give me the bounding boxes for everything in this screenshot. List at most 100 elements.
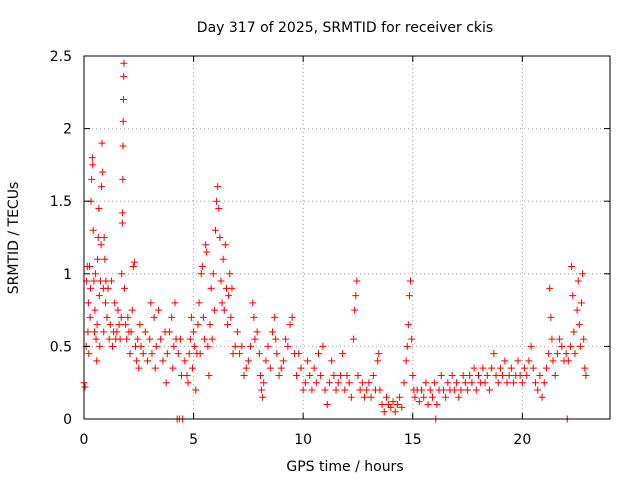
data-point: [549, 357, 557, 365]
data-point: [580, 335, 588, 343]
data-point: [389, 398, 397, 406]
data-point: [475, 371, 482, 379]
data-point: [168, 313, 176, 321]
data-point: [264, 342, 272, 350]
data-point: [336, 371, 344, 379]
data-point: [545, 350, 553, 358]
data-point: [424, 400, 432, 408]
data-point: [183, 371, 191, 379]
data-point: [308, 386, 316, 394]
data-point: [120, 72, 128, 80]
data-point: [304, 357, 312, 365]
data-point: [181, 357, 189, 365]
data-point: [299, 386, 307, 394]
data-point: [100, 234, 108, 241]
data-point: [339, 350, 347, 358]
data-point: [113, 328, 121, 336]
data-point: [347, 393, 355, 401]
data-point: [345, 379, 353, 387]
data-point: [527, 342, 535, 350]
data-point: [226, 270, 234, 278]
data-point: [404, 321, 412, 329]
data-point: [256, 371, 264, 379]
data-point: [101, 299, 109, 307]
data-point: [271, 313, 279, 321]
data-point: [494, 379, 502, 387]
data-point: [86, 313, 94, 321]
data-point: [461, 379, 469, 387]
data-point: [198, 263, 206, 271]
data-point: [375, 350, 383, 358]
data-point: [538, 393, 546, 401]
data-point: [418, 386, 426, 394]
data-point: [170, 342, 178, 350]
data-point: [199, 313, 207, 321]
data-point: [228, 284, 236, 292]
data-point: [185, 350, 193, 358]
data-point: [391, 408, 399, 416]
data-point: [521, 364, 529, 372]
data-point: [393, 400, 401, 408]
data-point: [575, 321, 583, 329]
data-point: [136, 321, 144, 329]
data-point: [275, 371, 283, 379]
data-point: [330, 371, 338, 379]
data-point: [147, 299, 155, 307]
data-point: [163, 350, 171, 358]
data-point: [405, 292, 413, 300]
data-point: [325, 379, 333, 387]
data-point: [191, 342, 199, 350]
data-point: [115, 321, 123, 329]
data-point: [190, 328, 198, 336]
data-point: [499, 371, 507, 379]
data-point: [111, 299, 119, 307]
data-point: [229, 350, 237, 358]
data-point: [91, 306, 99, 314]
data-point: [483, 371, 491, 379]
data-point: [286, 321, 294, 329]
data-point: [323, 400, 331, 408]
data-point: [268, 328, 276, 336]
data-point: [481, 379, 489, 387]
data-point: [501, 357, 509, 365]
data-point: [428, 393, 436, 401]
data-point: [162, 379, 170, 387]
data-point: [402, 357, 410, 365]
data-point: [85, 263, 93, 271]
data-point: [93, 357, 101, 365]
data-point: [488, 364, 496, 372]
data-point: [332, 386, 340, 394]
y-tick-label: 0: [63, 412, 72, 428]
x-tick-label: 20: [513, 432, 531, 448]
data-point: [277, 364, 285, 372]
data-point: [351, 306, 359, 314]
data-point: [573, 306, 581, 314]
data-point: [301, 379, 309, 387]
data-point: [90, 277, 98, 285]
data-point: [236, 350, 244, 358]
data-point: [581, 364, 589, 372]
data-point: [247, 342, 255, 350]
data-point: [119, 117, 127, 125]
data-point: [510, 379, 518, 387]
data-point: [352, 292, 360, 300]
data-point: [262, 357, 270, 365]
data-point: [96, 342, 104, 350]
data-point: [203, 248, 211, 256]
data-point: [98, 183, 106, 191]
data-point: [525, 357, 533, 365]
data-point: [202, 241, 210, 249]
data-point: [496, 364, 504, 372]
data-point: [431, 379, 439, 387]
data-point: [108, 342, 116, 350]
data-point: [165, 328, 173, 336]
data-point: [208, 335, 216, 343]
data-point: [84, 299, 92, 307]
data-point: [258, 386, 266, 394]
data-point: [396, 393, 404, 401]
data-point: [92, 335, 100, 343]
data-point: [361, 393, 369, 401]
data-point: [266, 364, 274, 372]
data-point: [409, 371, 417, 379]
data-point: [321, 386, 329, 394]
